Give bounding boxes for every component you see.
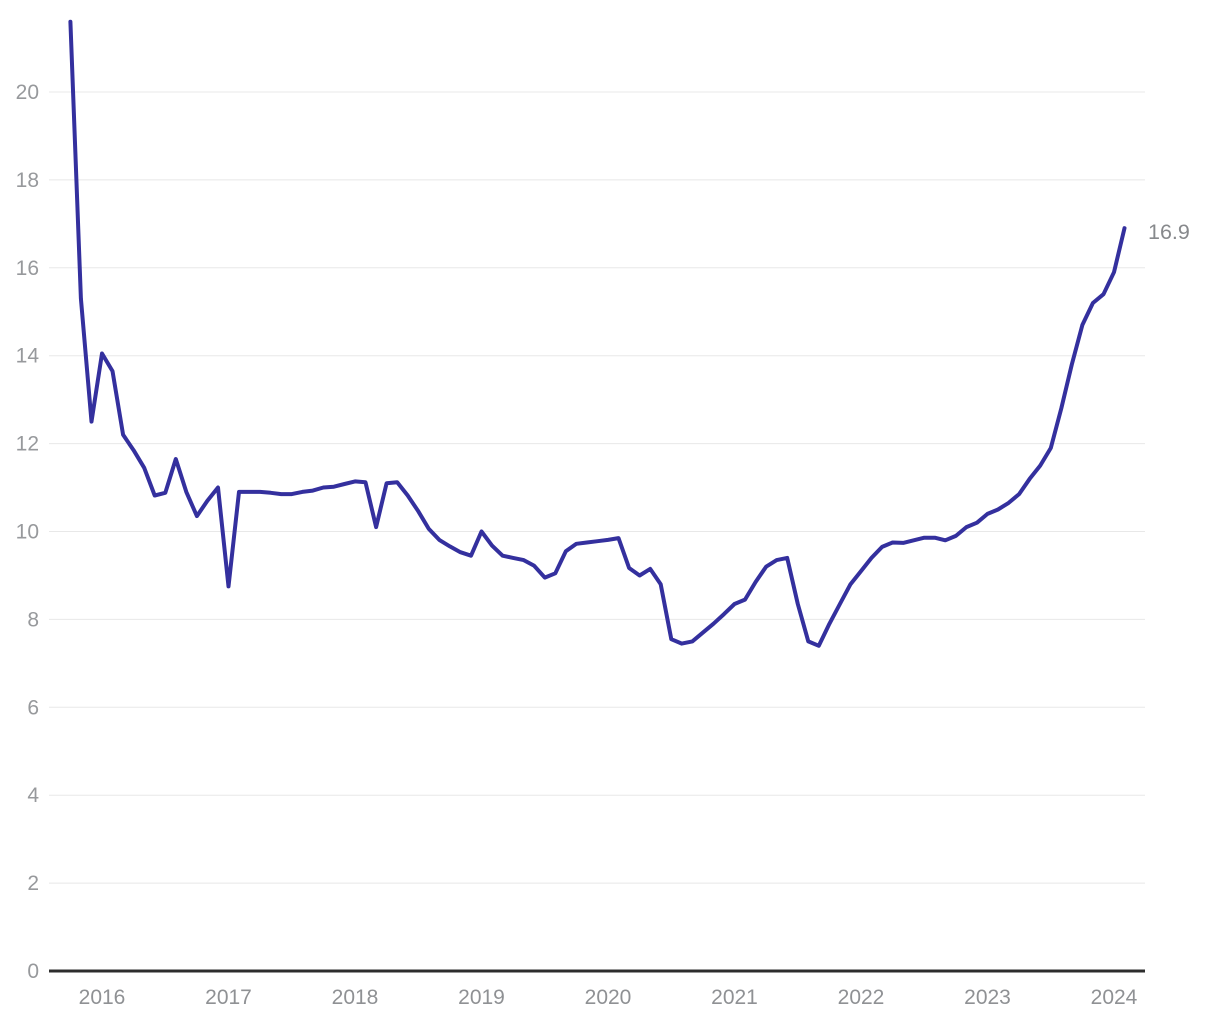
x-tick-label: 2019 [458,986,505,1009]
y-tick-label: 10 [16,521,39,544]
x-tick-label: 2018 [332,986,379,1009]
x-tick-label: 2022 [838,986,885,1009]
y-tick-label: 14 [16,345,40,368]
data-line [68,19,1127,648]
y-tick-label: 20 [16,81,39,104]
x-tick-label: 2024 [1091,986,1138,1009]
x-tick-label: 2023 [964,986,1011,1009]
x-tick-label: 2017 [205,986,252,1009]
end-value-label: 16.9 [1148,220,1190,244]
x-tick-label: 2016 [79,986,126,1009]
y-tick-label: 0 [27,960,39,983]
y-tick-label: 6 [27,696,39,719]
x-tick-label: 2020 [585,986,632,1009]
y-axis-labels: 0 2 4 6 8 10 12 14 16 18 20 [16,81,40,983]
y-tick-label: 12 [16,433,39,456]
x-tick-label: 2021 [711,986,758,1009]
y-tick-label: 16 [16,257,39,280]
y-tick-label: 4 [27,784,39,807]
y-tick-label: 18 [16,169,39,192]
y-tick-label: 8 [27,608,39,631]
x-axis-labels: 2016 2017 2018 2019 2020 2021 2022 2023 2024 [79,986,1138,1009]
y-tick-label: 2 [27,872,39,895]
gridlines [49,91,1145,884]
